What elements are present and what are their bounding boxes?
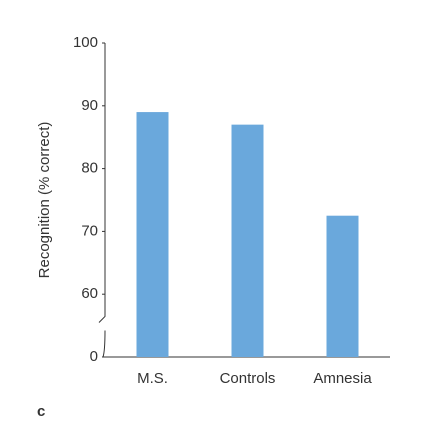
y-axis-label: Recognition (% correct) <box>36 122 53 279</box>
x-tick-label: Controls <box>220 370 276 387</box>
y-tick-label: 70 <box>81 222 98 239</box>
bar <box>136 112 169 357</box>
bar <box>231 124 264 357</box>
y-tick-label: 100 <box>73 34 98 51</box>
y-tick-label: 0 <box>90 348 98 365</box>
x-tick-label: M.S. <box>137 370 168 387</box>
y-tick-label: 80 <box>81 160 98 177</box>
y-tick-label: 60 <box>81 285 98 302</box>
panel-label: c <box>37 403 45 420</box>
x-tick-label: Amnesia <box>313 370 372 387</box>
bar <box>326 215 359 357</box>
y-axis <box>98 43 106 323</box>
y-tick-label: 90 <box>81 97 98 114</box>
